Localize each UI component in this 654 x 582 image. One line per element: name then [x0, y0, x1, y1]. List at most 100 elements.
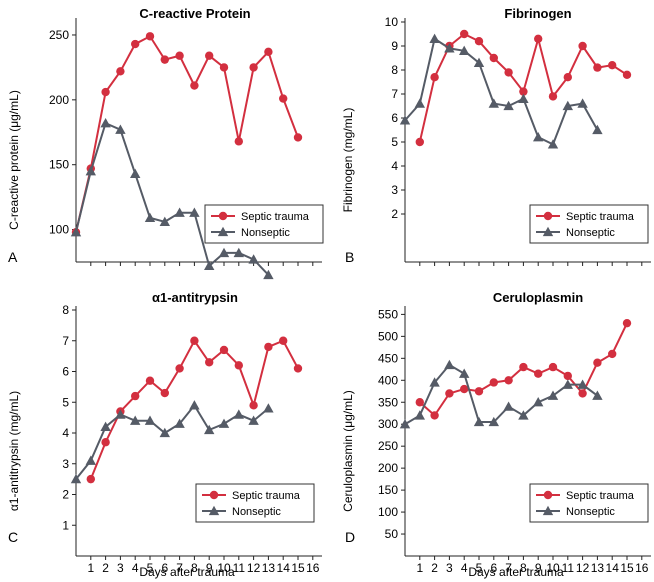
x-tick-label: 16 [306, 561, 320, 575]
data-point [263, 403, 274, 413]
x-tick-label: 13 [591, 561, 605, 575]
x-tick-label: 12 [576, 561, 590, 575]
data-point [70, 473, 82, 484]
data-point [445, 389, 454, 398]
data-point [174, 207, 185, 217]
y-tick-label: 2 [62, 488, 69, 502]
data-point [563, 371, 572, 381]
y-tick-label: 9 [391, 39, 398, 53]
data-point [219, 345, 229, 355]
y-tick-label: 350 [378, 395, 398, 409]
data-point [473, 416, 485, 427]
data-point [174, 418, 185, 428]
data-point [100, 117, 111, 128]
x-tick-label: 9 [535, 561, 542, 575]
data-point [159, 427, 170, 438]
data-point [622, 70, 632, 80]
legend-label: Septic trauma [566, 211, 635, 223]
data-point [608, 349, 617, 359]
data-point [488, 98, 499, 108]
y-tick-label: 400 [378, 373, 398, 387]
data-point [533, 397, 544, 407]
x-tick-label: 3 [117, 561, 124, 575]
data-point [115, 409, 126, 419]
legend-box [195, 483, 315, 523]
x-tick-label: 1 [87, 561, 94, 575]
data-point [577, 98, 588, 108]
data-point [190, 336, 199, 345]
y-tick-label: 4 [391, 159, 398, 173]
y-tick-label: 3 [391, 183, 398, 197]
x-tick-label: 14 [277, 561, 291, 575]
data-point [489, 53, 498, 63]
data-point [263, 269, 274, 280]
x-tick-label: 13 [262, 561, 276, 575]
data-point [415, 398, 424, 407]
data-point [204, 424, 215, 435]
legend-label: Nonseptic [566, 506, 615, 518]
legend-swatch-marker [543, 211, 553, 221]
data-point [279, 94, 288, 103]
legend-box [529, 204, 649, 244]
x-tick-label: 10 [546, 561, 560, 575]
data-point [218, 247, 230, 258]
data-point [592, 390, 603, 400]
y-axis-label: C-reactive protein (μg/mL) [7, 90, 21, 230]
legend-swatch-marker [543, 490, 553, 500]
legend: Septic trauma Nonseptic [204, 204, 324, 244]
data-point [399, 419, 411, 429]
data-point [548, 362, 558, 372]
data-point [563, 73, 572, 82]
y-tick-label: 6 [391, 111, 398, 125]
data-point [144, 212, 156, 223]
y-tick-label: 3 [62, 457, 69, 471]
data-point [622, 318, 632, 328]
y-tick-label: 5 [391, 135, 398, 149]
series-nonseptic [399, 33, 603, 149]
data-point [248, 254, 259, 264]
data-point [503, 401, 514, 411]
data-point [205, 51, 214, 60]
y-tick-label: 7 [62, 334, 69, 348]
y-tick-label: 200 [49, 93, 69, 107]
x-tick-label: 7 [505, 561, 512, 575]
data-point [219, 63, 229, 72]
data-point [415, 137, 424, 147]
x-tick-label: 11 [562, 561, 575, 575]
data-point [429, 33, 440, 43]
data-point [519, 362, 528, 372]
data-point [399, 115, 411, 125]
legend-box [529, 483, 649, 523]
y-tick-label: 300 [378, 417, 398, 431]
y-tick-label: 2 [391, 207, 398, 221]
y-tick-label: 200 [378, 461, 398, 475]
data-point [145, 376, 155, 385]
legend-label: Nonseptic [232, 506, 281, 518]
data-point [460, 29, 469, 39]
data-point [429, 377, 440, 387]
chart-title: Ceruloplasmin [493, 290, 583, 305]
data-point [534, 34, 543, 43]
data-point [190, 81, 199, 90]
data-point [101, 438, 110, 447]
data-point [248, 415, 259, 425]
y-axis-label: Ceruloplasmin (μg/mL) [341, 390, 355, 512]
x-tick-label: 4 [461, 561, 468, 575]
panel-label: A [8, 249, 18, 265]
data-point [159, 216, 170, 226]
y-tick-label: 100 [49, 223, 69, 237]
data-point [293, 364, 303, 373]
chart-panel-b: Fibrinogen 2 3 4 5 6 7 8 9 10 Fibrinogen (mg/mL) B S… [341, 6, 651, 266]
x-tick-label: 4 [132, 561, 139, 575]
data-point [444, 43, 455, 53]
x-tick-label: 12 [247, 561, 261, 575]
data-point [504, 376, 513, 385]
data-point [234, 137, 243, 146]
data-point [519, 87, 528, 96]
data-point [578, 41, 587, 51]
data-point [533, 132, 544, 142]
data-point [144, 415, 156, 425]
data-point [249, 63, 258, 72]
data-point [593, 63, 602, 72]
data-point [160, 388, 169, 398]
